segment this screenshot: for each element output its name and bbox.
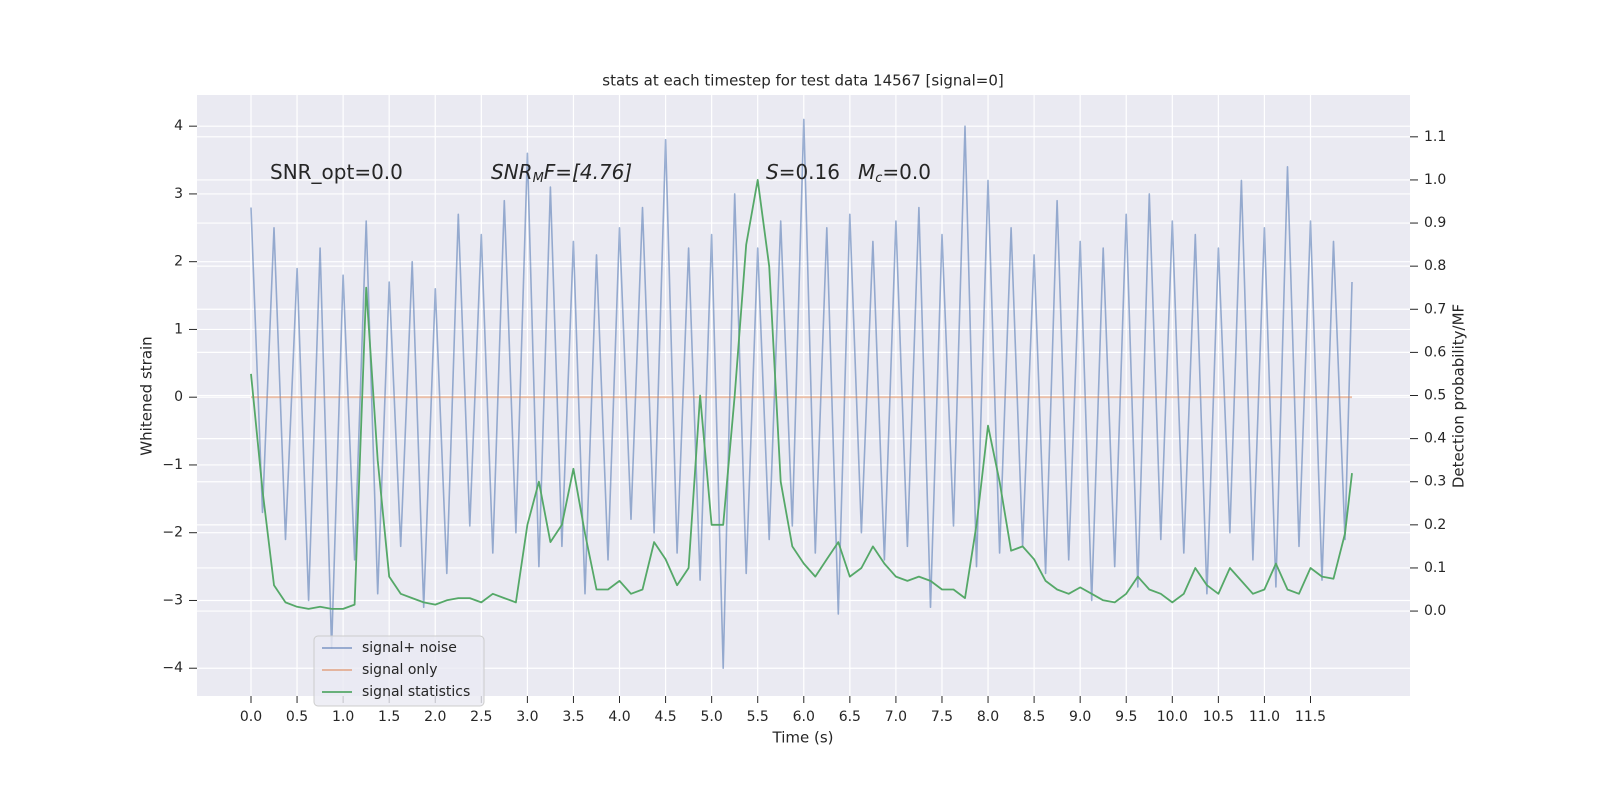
legend-box [313,635,485,707]
y2-tick-label: 0.0 [1424,603,1446,619]
x-tick-label: 6.0 [793,709,815,725]
y-tick-label: 1 [174,321,183,337]
y-tick-label: 2 [174,254,183,270]
x-tick-label: 7.5 [931,709,953,725]
x-tick-label: 6.5 [839,709,861,725]
annotation-part: c [875,171,882,186]
y2-tick-label: 0.1 [1424,560,1446,576]
legend-label: signal statistics [362,684,470,700]
series-line [250,118,1353,669]
chart-title: stats at each timestep for test data 145… [602,72,1003,90]
y2-axis-label: Detection probability/MF [1450,304,1468,488]
x-tick-label: 1.5 [378,709,400,725]
x-tick-label: 3.5 [562,709,584,725]
x-tick-label: 9.0 [1069,709,1091,725]
series-line [250,179,1353,610]
y-tick-label: −2 [162,525,183,541]
y-tick-label: 0 [174,389,183,405]
x-tick-label: 7.0 [885,709,907,725]
y2-tick-label: 0.5 [1424,388,1446,404]
annotation: SNR_opt=0.0 [270,160,403,184]
y2-tick-label: 0.3 [1424,474,1446,490]
y2-tick-label: 0.9 [1424,215,1446,231]
annotation-part: =0.0 [882,160,931,184]
x-tick-label: 8.0 [977,709,999,725]
annotation-part: F=[4.76] [544,160,632,184]
y2-tick-label: 0.6 [1424,344,1446,360]
x-tick-label: 2.5 [470,709,492,725]
y-tick-label: 4 [174,118,183,134]
x-tick-label: 0.5 [286,709,308,725]
x-tick-label: 5.5 [747,709,769,725]
y-tick-label: −1 [162,457,183,473]
x-tick-label: 5.0 [701,709,723,725]
x-tick-label: 10.5 [1203,709,1234,725]
x-tick-label: 2.0 [424,709,446,725]
annotation-part: S [766,160,779,184]
legend-label: signal only [362,662,437,678]
x-tick-label: 4.0 [608,709,630,725]
y2-tick-label: 0.7 [1424,301,1446,317]
annotation: SNRMF=[4.76] [491,160,632,186]
annotation-part: M [533,171,544,186]
x-tick-label: 3.0 [516,709,538,725]
y2-tick-label: 0.4 [1424,431,1446,447]
x-tick-label: 11.0 [1249,709,1280,725]
x-tick-label: 0.0 [240,709,262,725]
x-tick-label: 4.5 [654,709,676,725]
annotation-part: M [858,160,875,184]
x-tick-label: 10.0 [1157,709,1188,725]
y-tick-label: −4 [162,660,183,676]
x-tick-label: 9.5 [1115,709,1137,725]
y2-tick-label: 0.2 [1424,517,1446,533]
y-axis-label: Whitened strain [138,336,156,455]
legend-label: signal+ noise [362,640,457,656]
annotation: Mc=0.0 [858,160,931,186]
y2-tick-label: 1.0 [1424,172,1446,188]
annotation-part: SNR_opt=0.0 [270,160,403,184]
annotation-part: SNR [491,160,533,184]
annotation: S=0.16 [766,160,840,184]
x-tick-label: 11.5 [1295,709,1326,725]
y-tick-label: −3 [162,592,183,608]
x-tick-label: 1.0 [332,709,354,725]
y2-tick-label: 0.8 [1424,258,1446,274]
annotation-part: =0.16 [779,160,840,184]
x-axis-label: Time (s) [772,729,834,747]
y2-tick-label: 1.1 [1424,129,1446,145]
y-tick-label: 3 [174,186,183,202]
x-tick-label: 8.5 [1023,709,1045,725]
